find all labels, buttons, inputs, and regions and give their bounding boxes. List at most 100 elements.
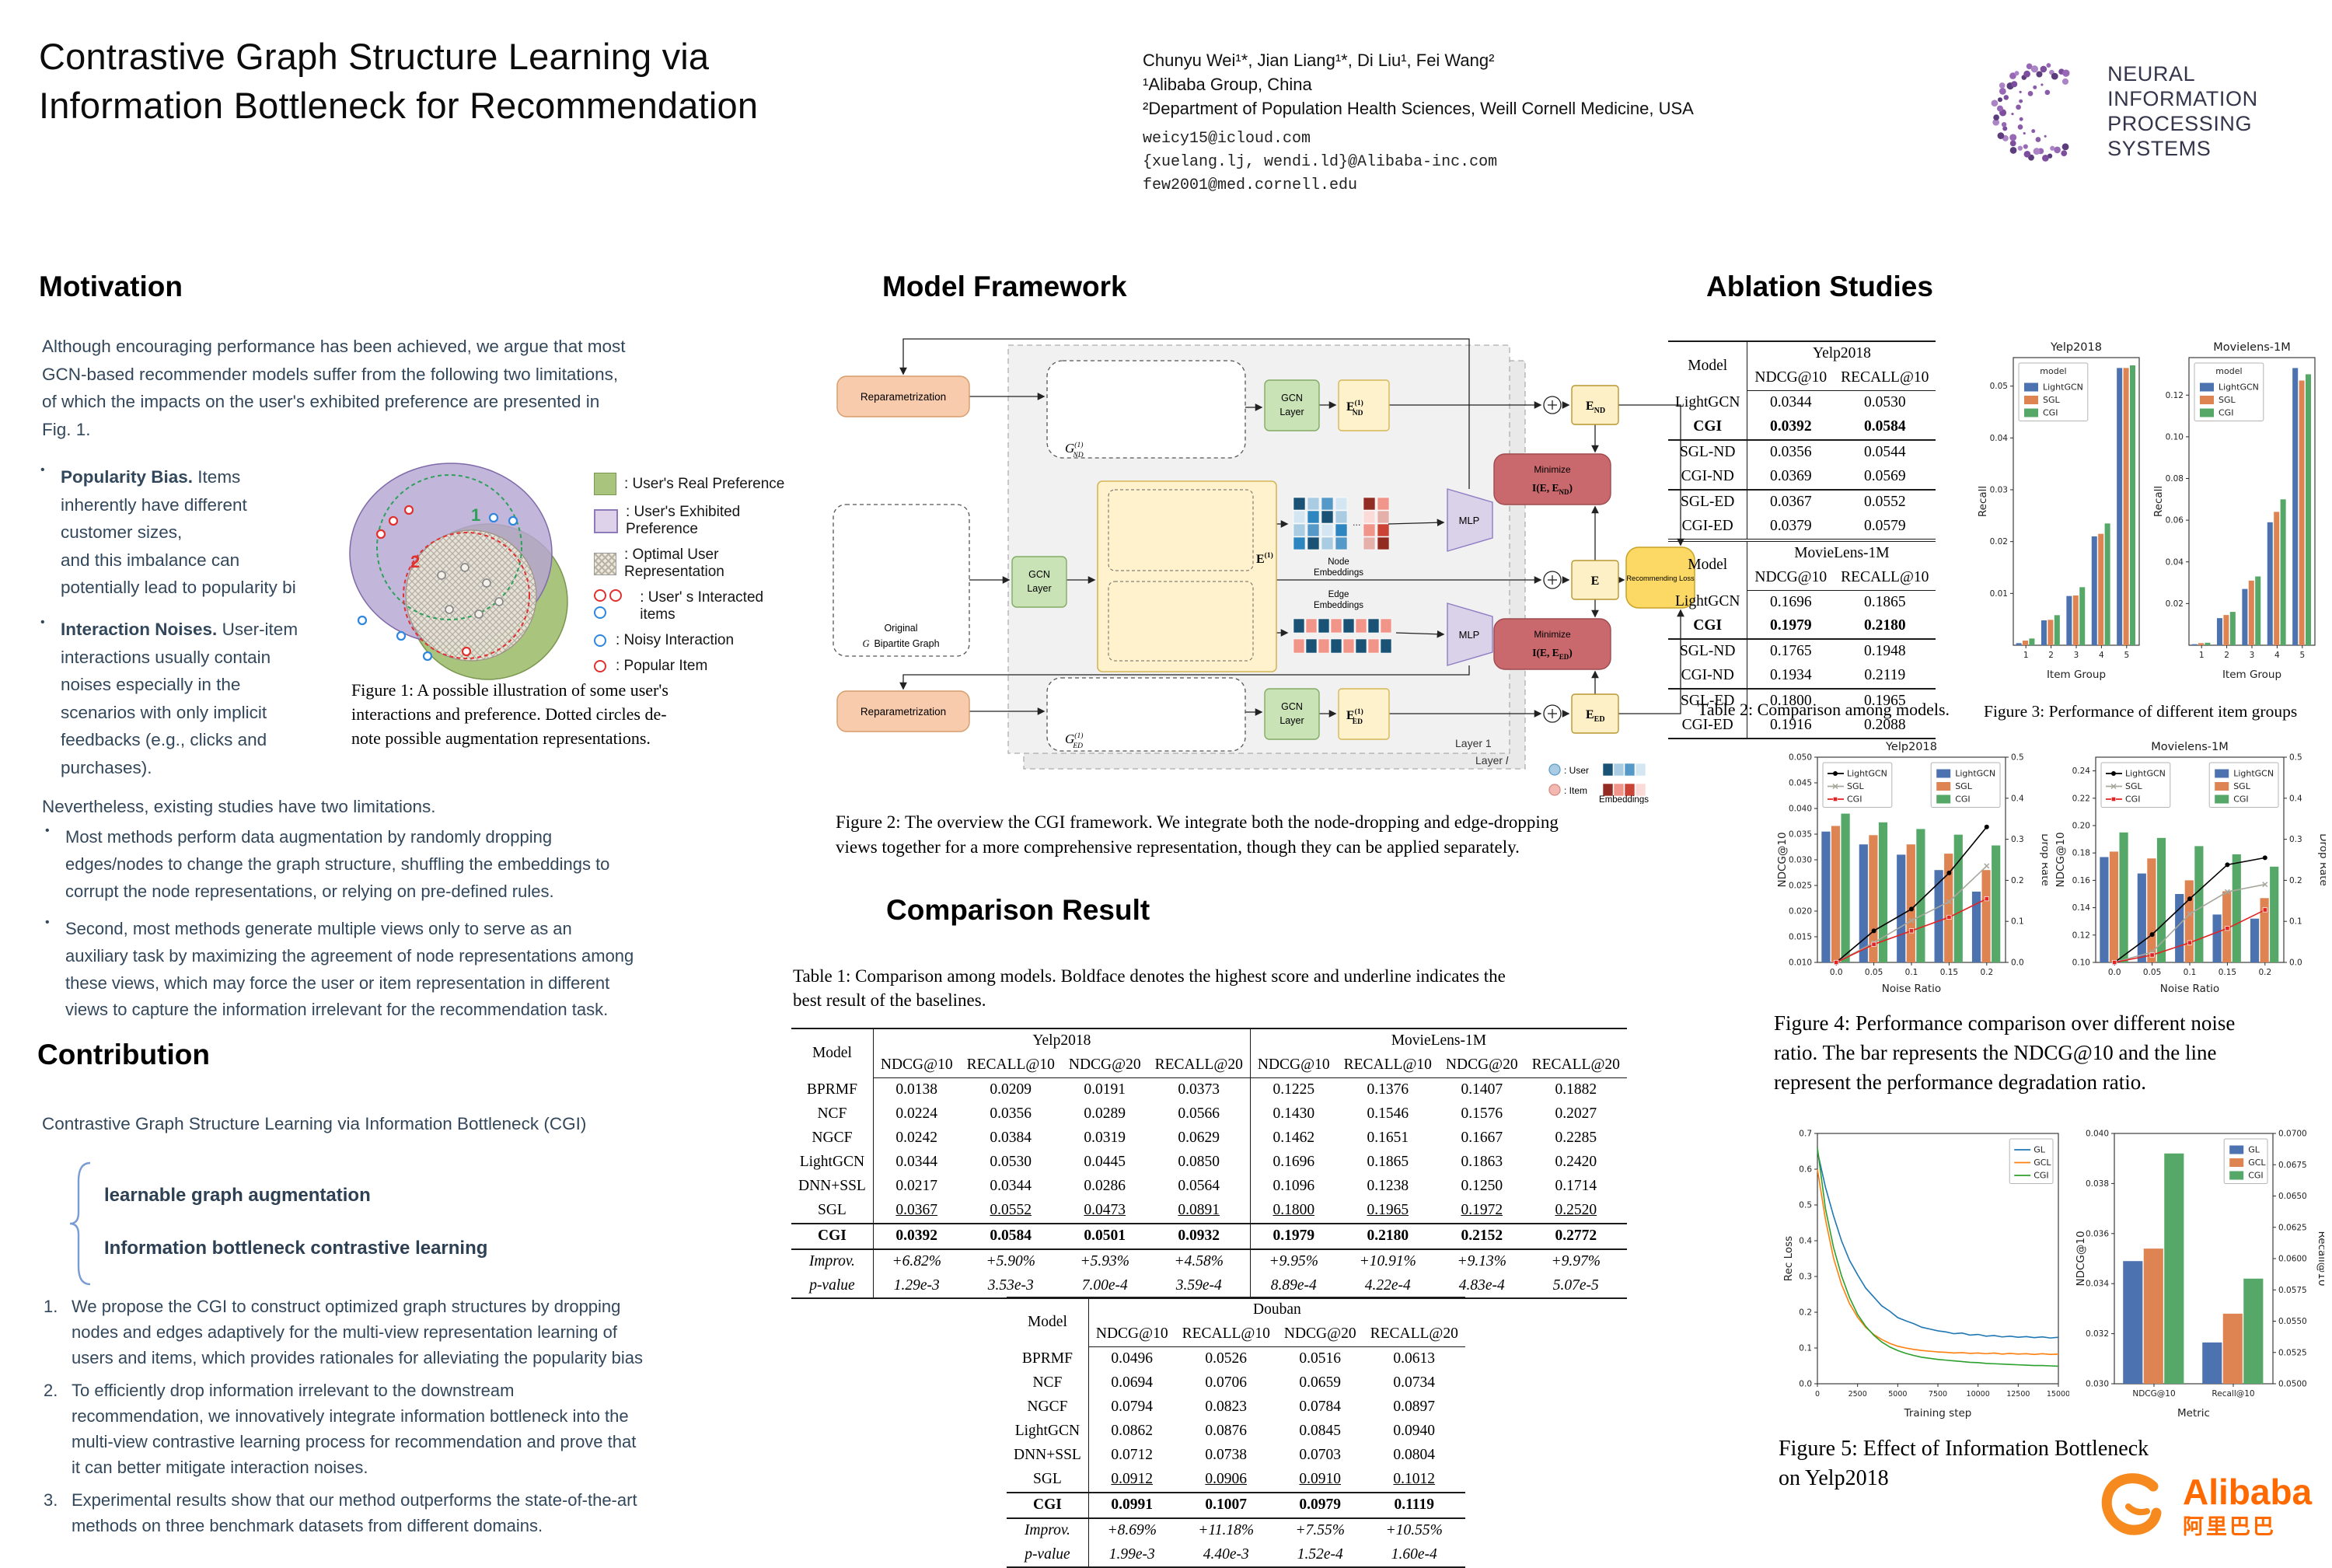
svg-text:0.7: 0.7 (1799, 1130, 1812, 1139)
svg-text:I(E, EED): I(E, EED) (1532, 647, 1573, 661)
mlp-node-box (1447, 488, 1493, 552)
e-ed-box (1571, 693, 1619, 734)
chart-fig4-yelp: Yelp2018 0.010 0.015 0.020 0.025 0.030 0.035 0.… (1776, 741, 2047, 995)
table-row: LightGCN 0.0344 0.0530 0.0445 0.0850 0.1696 0.… (791, 1150, 1627, 1175)
svg-text:0.04: 0.04 (1990, 434, 2009, 443)
svg-text:0.02: 0.02 (2166, 599, 2184, 609)
svg-text:Drop Rate: Drop Rate (2317, 833, 2326, 886)
venn-region-1-label: 1 (471, 505, 480, 525)
svg-text:0.0525: 0.0525 (2278, 1348, 2307, 1357)
svg-text:0.20: 0.20 (2072, 822, 2090, 831)
e-ed1-box (1338, 688, 1390, 740)
bullet-icon: • (40, 616, 45, 629)
svg-text:0.040: 0.040 (1789, 805, 1812, 814)
svg-text:1: 1 (2023, 651, 2029, 660)
svg-text:0.015: 0.015 (1789, 933, 1812, 942)
chart-fig3-movielens: Movielens-1M 0.02 0.04 0.06 0.08 0.10 0.12 1 2 3 4… (2152, 341, 2316, 681)
svg-text:0.08: 0.08 (2166, 474, 2184, 484)
venn-interaction-dots (357, 505, 518, 662)
svg-text:0.0700: 0.0700 (2278, 1130, 2307, 1139)
svg-text:Node: Node (1328, 557, 1349, 567)
svg-text:0.4: 0.4 (1799, 1237, 1812, 1246)
table-row: NGCF 0.0794 0.0823 0.0784 0.0897 (1007, 1395, 1465, 1420)
bars-CGI (2029, 365, 2136, 645)
neurips-logo-text: NEURAL INFORMATION PROCESSING SYSTEMS (2107, 62, 2258, 160)
svg-text:0.040: 0.040 (2086, 1130, 2109, 1139)
table-row: NCF 0.0694 0.0706 0.0659 0.0734 (1007, 1371, 1465, 1395)
svg-text:GCN: GCN (1281, 393, 1303, 403)
svg-text:LightGCN: LightGCN (1847, 769, 1887, 779)
line-GL (1817, 1151, 2059, 1339)
reparam-bottom-label: Reparametrization (861, 706, 946, 718)
table2-container: Model Yelp2018 NDCG@10 RECALL@10 LightGCN 0.0… (1668, 340, 1936, 740)
real-preference-swatch (594, 473, 616, 495)
svg-text:0.05: 0.05 (2143, 968, 2161, 977)
svg-text:0.4: 0.4 (2289, 794, 2302, 803)
table-row: CGI-ED 0.0379 0.0579 (1668, 514, 1936, 540)
table1-container: Model Yelp2018 MovieLens-1M NDCG@10 RECALL@1… (791, 1027, 1627, 1300)
svg-text:CGI: CGI (1955, 794, 1970, 805)
neurips-logo: NEURAL INFORMATION PROCESSING SYSTEMS (1981, 37, 2332, 187)
ablation-table: Model Yelp2018 NDCG@10 RECALL@10 LightGCN 0.0… (1668, 340, 1936, 740)
node-dropped-graph-box (1046, 360, 1246, 459)
svg-text:Movielens-1M: Movielens-1M (2151, 741, 2229, 753)
svg-text:0.22: 0.22 (2072, 794, 2090, 803)
chart-fig3-yelp: Yelp2018 0.01 0.02 0.03 0.04 0.05 1 2 3 4 5 Item Gr… (1977, 341, 2140, 681)
svg-text:SGL: SGL (2043, 395, 2061, 405)
svg-text:0.12: 0.12 (2166, 391, 2184, 400)
table-row: SGL-ND 0.1765 0.1948 (1668, 638, 1936, 665)
svg-text:SGL: SGL (2233, 781, 2251, 791)
svg-text:0.03: 0.03 (1990, 486, 2008, 495)
ablation-heading: Ablation Studies (1706, 271, 1933, 302)
line-CGI (1834, 896, 1989, 966)
table-row: SGL 0.0912 0.0906 0.0910 0.1012 (1007, 1467, 1465, 1493)
e1-embedding-box (1097, 480, 1277, 672)
table-row: p-value 1.29e-3 3.53e-3 7.00e-4 3.59e-4 8.89e… (791, 1273, 1627, 1300)
svg-text:0.5: 0.5 (2289, 753, 2302, 763)
motivation-heading: Motivation (39, 271, 183, 302)
svg-text:0.0: 0.0 (2289, 959, 2302, 968)
reparam-top-label: Reparametrization (861, 391, 946, 403)
svg-text:Recall@10: Recall@10 (2212, 1389, 2254, 1399)
svg-text:GCL: GCL (2248, 1158, 2266, 1168)
svg-text:E(1)ED: E(1) ED (1346, 707, 1363, 726)
svg-text:0.6: 0.6 (1799, 1165, 1812, 1175)
svg-text:0.0: 0.0 (1799, 1380, 1812, 1389)
svg-text:0.0625: 0.0625 (2278, 1223, 2307, 1232)
svg-text:: Item: : Item (1564, 785, 1587, 796)
svg-text:Embeddings: Embeddings (1599, 795, 1649, 804)
svg-text:E(1): E(1) (1256, 551, 1273, 566)
svg-text:0.14: 0.14 (2072, 903, 2091, 913)
table-row: DNN+SSL 0.0217 0.0344 0.0286 0.0564 0.1096 0.1… (791, 1174, 1627, 1199)
svg-text:SGL: SGL (1955, 781, 1973, 791)
contrib-item-2: Information bottleneck contrastive learn… (104, 1238, 488, 1259)
svg-text:NDCG@10: NDCG@10 (1776, 832, 1789, 887)
svg-text:0.02: 0.02 (1990, 537, 2008, 547)
alibaba-mark-icon (2101, 1473, 2162, 1535)
svg-text:15000: 15000 (2047, 1390, 2069, 1399)
svg-text:CGI: CGI (2043, 408, 2058, 418)
bars-LightGCN (1821, 831, 1981, 962)
svg-text:I(E, END): I(E, END) (1532, 482, 1573, 496)
figure1-venn: 1 2 (349, 463, 568, 680)
chart-fig5-metrics: 0.030 0.032 0.034 0.036 0.038 0.040 0.0500 0.05… (2075, 1130, 2324, 1420)
table-row: SGL-ED 0.1800 0.1965 (1668, 688, 1936, 714)
table-row: Improv. +8.69% +11.18% +7.55% +10.55% (1007, 1517, 1465, 1543)
gcn-layer-box-top (1264, 379, 1320, 431)
svg-text:0.2: 0.2 (2011, 876, 2024, 885)
table2-caption: Table 2: Comparison among models. (1697, 700, 1950, 719)
svg-text:0.3: 0.3 (2289, 835, 2302, 844)
edge-dropped-graph-box (1046, 677, 1246, 752)
svg-text:0.025: 0.025 (1789, 882, 1812, 891)
svg-text:0.10: 0.10 (2166, 432, 2184, 442)
svg-text:Layer: Layer (1279, 407, 1304, 417)
svg-text:CGI: CGI (2034, 1171, 2048, 1181)
svg-text:12500: 12500 (2006, 1390, 2030, 1399)
svg-text:SGL: SGL (2219, 395, 2236, 405)
table-row: LightGCN 0.1696 0.1865 (1668, 590, 1936, 615)
svg-text:Metric: Metric (2177, 1407, 2210, 1420)
svg-text:0.5: 0.5 (1799, 1201, 1812, 1210)
table-douban-container: Model Douban NDCG@10 RECALL@10 NDCG@20 RECALL… (1007, 1296, 1465, 1568)
e-nd1-box (1338, 379, 1390, 431)
